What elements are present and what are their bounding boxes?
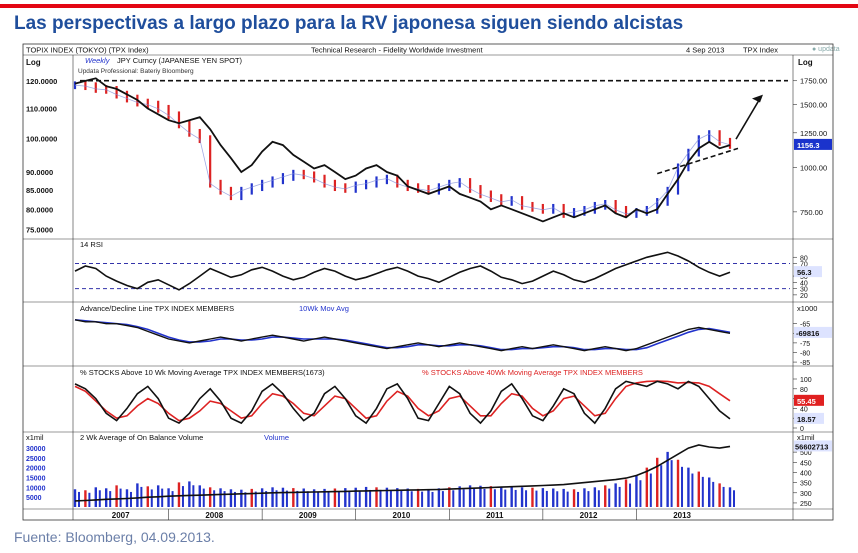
volume-right-tick: 500	[800, 450, 812, 457]
price-left-tick: 100.0000	[26, 135, 57, 144]
support-trend-line	[656, 147, 739, 175]
year-label: 2013	[673, 511, 691, 520]
stocks-tick: 80	[800, 387, 808, 394]
price-left-tick: 90.0000	[26, 168, 53, 177]
tpx-series-line	[74, 84, 731, 215]
uptrend-arrow-head	[752, 94, 763, 103]
volume-right-tick: 300	[800, 491, 812, 498]
price-legend-jpy: JPY Curncy (JAPANESE YEN SPOT)	[117, 56, 243, 65]
volume-right-unit: x1mil	[797, 433, 815, 442]
chart-header-left: TOPIX INDEX (TOKYO) (TPX Index)	[26, 46, 149, 55]
price-last-value: 1156.3	[797, 141, 820, 150]
ad-tick: -85	[800, 360, 810, 367]
year-label: 2007	[112, 511, 130, 520]
volume-right-tick: 450	[800, 460, 812, 467]
price-right-tick: 1750.00	[800, 77, 827, 86]
price-last-value-box	[794, 138, 832, 150]
volume-right-tick: 250	[800, 501, 812, 508]
year-label: 2011	[486, 511, 504, 520]
volume-left-tick: 10000	[26, 485, 46, 492]
volume-label: 2 Wk Average of On Balance Volume	[80, 433, 203, 442]
volume-left-tick: 25000	[26, 456, 46, 463]
chart-frame	[22, 43, 834, 521]
volume-left-tick: 30000	[26, 446, 46, 453]
stocks-label-black: % STOCKS Above 10 Wk Moving Average TPX …	[80, 368, 325, 377]
stocks-black-last-value: 18.57	[797, 415, 816, 424]
price-left-axis-label: Log	[26, 58, 41, 67]
price-right-tick: 1000.00	[800, 163, 827, 172]
rsi-tick: 40	[800, 280, 808, 287]
stocks-tick: 100	[800, 377, 812, 384]
price-right-tick: 1250.00	[800, 129, 827, 138]
year-label: 2010	[393, 511, 411, 520]
volume-left-tick: 5000	[26, 495, 42, 502]
volume-left-tick: 15000	[26, 475, 46, 482]
volume-last-value: 56602713	[795, 442, 828, 451]
year-label: 2012	[580, 511, 598, 520]
rsi-tick: 50	[800, 274, 808, 281]
chart-header-center: Technical Research - Fidelity Worldwide …	[311, 46, 484, 55]
ad-unit: x1000	[797, 304, 817, 313]
rsi-tick: 30	[800, 287, 808, 294]
chart-header-ticker: TPX Index	[743, 46, 778, 55]
rsi-tick: 70	[800, 262, 808, 269]
volume-series-label: Volume	[264, 433, 289, 442]
pct-10wk-line	[74, 380, 731, 425]
price-subtitle: Updata Professional: Bateriy Bloomberg	[78, 68, 194, 75]
price-right-tick: 1500.00	[800, 101, 827, 110]
price-left-tick: 120.0000	[26, 77, 57, 86]
year-label: 2009	[299, 511, 317, 520]
ad-last-value-box	[794, 326, 832, 338]
pct-40wk-line	[74, 380, 731, 422]
price-left-tick: 80.0000	[26, 205, 53, 214]
top-accent-rule	[0, 4, 858, 8]
year-label: 2008	[205, 511, 223, 520]
usdjpy-series-line	[74, 77, 731, 223]
rsi-last-value: 56.3	[797, 268, 812, 277]
rsi-tick: 80	[800, 255, 808, 262]
ad-series-line	[74, 319, 731, 352]
ad-mov-avg-label: 10Wk Mov Avg	[299, 304, 349, 313]
ad-tick: -75	[800, 341, 810, 348]
volume-left-unit: x1mil	[26, 433, 44, 442]
updata-logo: ● updata	[812, 46, 840, 53]
slide-title: Las perspectivas a largo plazo para la R…	[14, 13, 684, 34]
ad-tick: -80	[800, 350, 810, 357]
volume-right-tick: 400	[800, 470, 812, 477]
stocks-red-last-value: 55.45	[797, 397, 816, 406]
price-left-tick: 85.0000	[26, 186, 53, 195]
stocks-tick: 0	[800, 426, 804, 433]
price-right-tick: 750.00	[800, 208, 823, 217]
ad-label: Advance/Decline Line TPX INDEX MEMBERS	[80, 304, 234, 313]
rsi-series-line	[74, 251, 731, 291]
volume-left-tick: 20000	[26, 466, 46, 473]
chart-header-date: 4 Sep 2013	[686, 46, 724, 55]
stocks-black-value-box	[794, 412, 824, 424]
price-left-tick: 75.0000	[26, 226, 53, 235]
ad-tick: -65	[800, 322, 810, 329]
stocks-red-value-box	[794, 394, 824, 406]
volume-right-tick: 350	[800, 481, 812, 488]
source-note: Fuente: Bloomberg, 04.09.2013.	[14, 529, 215, 545]
rsi-tick: 20	[800, 293, 808, 300]
price-legend-weekly: Weekly	[85, 56, 111, 65]
rsi-last-value-box	[794, 266, 822, 278]
stocks-tick: 40	[800, 406, 808, 413]
stocks-label-red: % STOCKS Above 40Wk Moving Average TPX I…	[422, 368, 643, 377]
uptrend-arrow-shaft	[735, 98, 761, 140]
volume-last-value-box	[794, 440, 832, 452]
obv-line	[74, 444, 731, 502]
rsi-label: 14 RSI	[80, 240, 103, 249]
price-left-tick: 110.0000	[26, 104, 57, 113]
price-right-axis-label: Log	[798, 58, 813, 67]
ad-last-value: -69816	[796, 329, 819, 338]
